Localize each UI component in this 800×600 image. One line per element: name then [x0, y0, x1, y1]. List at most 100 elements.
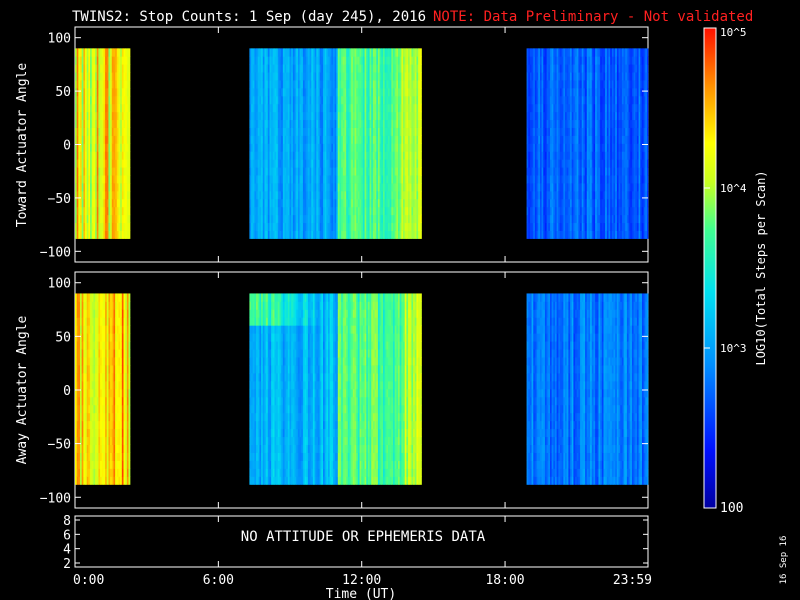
heatmap-cell	[324, 206, 327, 216]
heatmap-cell	[125, 111, 128, 121]
heatmap-cell	[635, 143, 638, 152]
heatmap-cell	[586, 183, 589, 192]
heatmap-cell	[302, 151, 305, 160]
heatmap-cell	[347, 206, 350, 216]
heatmap-cell	[113, 127, 116, 136]
heatmap-cell	[631, 64, 634, 73]
heatmap-cell	[377, 127, 381, 136]
heatmap-cell	[416, 190, 419, 200]
heatmap-cell	[254, 119, 257, 128]
heatmap-cell	[391, 167, 394, 176]
heatmap-cell	[323, 143, 326, 152]
heatmap-cell	[115, 95, 118, 105]
heatmap-cell	[111, 175, 114, 184]
heatmap-cell	[610, 151, 613, 160]
heatmap-cell	[568, 159, 571, 168]
heatmap-cell	[549, 143, 553, 152]
heatmap-cell	[359, 103, 362, 113]
heatmap-cell	[307, 151, 311, 160]
heatmap-cell	[349, 95, 352, 105]
heatmap-cell	[307, 214, 311, 224]
heatmap-cell	[608, 103, 611, 113]
heatmap-cell	[394, 127, 397, 136]
heatmap-cell	[371, 143, 374, 152]
heatmap-cell	[551, 143, 554, 152]
heatmap-cell	[391, 127, 394, 136]
heatmap-cell	[377, 143, 381, 152]
heatmap-cell	[538, 87, 541, 97]
heatmap-cell	[560, 119, 563, 128]
heatmap-cell	[251, 198, 254, 208]
heatmap-cell	[289, 183, 292, 192]
heatmap-cell	[93, 214, 96, 224]
heatmap-cell	[554, 143, 558, 152]
heatmap-cell	[549, 135, 553, 144]
heatmap-cell	[369, 72, 372, 81]
heatmap-cell	[586, 198, 589, 208]
heatmap-cell	[379, 135, 382, 144]
heatmap-cell	[311, 80, 314, 89]
heatmap-cell	[252, 103, 255, 113]
heatmap-cell	[306, 95, 309, 105]
heatmap-cell	[581, 103, 584, 113]
heatmap-cell	[588, 183, 591, 192]
heatmap-cell	[558, 206, 561, 216]
heatmap-cell	[374, 72, 377, 81]
heatmap-cell	[608, 151, 611, 160]
heatmap-cell	[88, 64, 91, 73]
heatmap-cell	[326, 111, 329, 121]
heatmap-cell	[641, 198, 645, 208]
heatmap-cell	[554, 167, 558, 176]
heatmap-cell	[539, 87, 543, 97]
heatmap-cell	[276, 198, 279, 208]
heatmap-cell	[633, 175, 636, 184]
heatmap-cell	[539, 103, 543, 113]
preliminary-note: NOTE: Data Preliminary - Not validated	[433, 9, 753, 25]
heatmap-cell	[291, 230, 294, 239]
heatmap-cell	[307, 48, 311, 57]
heatmap-cell	[264, 175, 267, 184]
heatmap-cell	[413, 87, 416, 97]
heatmap-cell	[256, 214, 259, 224]
heatmap-cell	[329, 95, 332, 105]
heatmap-cell	[328, 159, 331, 168]
heatmap-cell	[126, 127, 129, 136]
heatmap-cell	[86, 127, 89, 136]
heatmap-cell	[631, 135, 634, 144]
heatmap-cell	[630, 64, 633, 73]
heatmap-cell	[266, 183, 269, 192]
heatmap-cell	[408, 80, 411, 89]
heatmap-cell	[361, 64, 364, 73]
heatmap-cell	[369, 175, 372, 184]
heatmap-cell	[588, 230, 591, 239]
heatmap-cell	[631, 198, 634, 208]
heatmap-cell	[272, 111, 275, 121]
heatmap-cell	[588, 64, 591, 73]
heatmap-cell	[630, 175, 633, 184]
heatmap-cell	[317, 151, 321, 160]
heatmap-cell	[394, 198, 397, 208]
heatmap-cell	[287, 167, 290, 176]
heatmap-cell	[252, 143, 255, 152]
heatmap-cell	[357, 80, 360, 89]
heatmap-cell	[635, 198, 638, 208]
heatmap-cell	[297, 135, 300, 144]
heatmap-cell	[377, 135, 381, 144]
heatmap-cell	[359, 127, 362, 136]
heatmap-cell	[543, 214, 546, 224]
heatmap-cell	[606, 198, 609, 208]
heatmap-cell	[546, 48, 549, 57]
heatmap-cell	[269, 103, 272, 113]
heatmap-cell	[615, 103, 618, 113]
heatmap-cell	[593, 127, 596, 136]
heatmap-cell	[294, 190, 297, 200]
heatmap-cell	[576, 159, 579, 168]
heatmap-cell	[409, 159, 412, 168]
heatmap-cell	[304, 190, 307, 200]
heatmap-cell	[606, 167, 609, 176]
heatmap-cell	[413, 72, 416, 81]
heatmap-cell	[352, 159, 355, 168]
heatmap-cell	[403, 103, 406, 113]
heatmap-cell	[354, 143, 357, 152]
heatmap-cell	[326, 95, 329, 105]
